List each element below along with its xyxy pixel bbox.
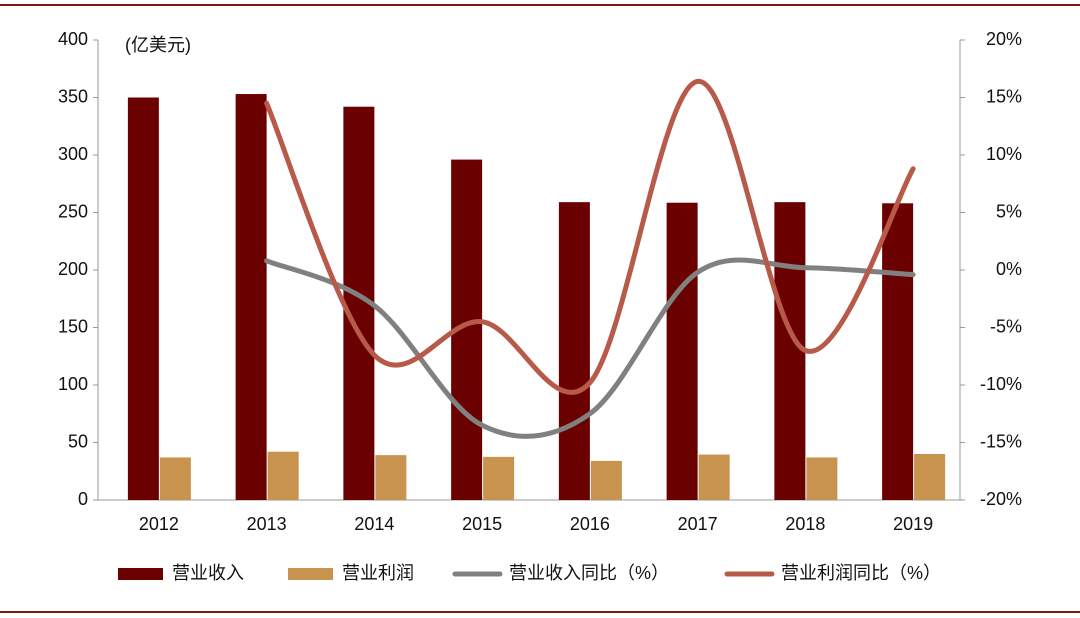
bar <box>914 454 946 500</box>
bar <box>558 202 590 500</box>
x-tick-label: 2013 <box>247 514 287 534</box>
y2-tick-label: -20% <box>980 489 1022 509</box>
bar <box>235 94 267 501</box>
x-tick-label: 2012 <box>139 514 179 534</box>
legend-swatch <box>118 568 163 580</box>
x-tick-label: 2019 <box>893 514 933 534</box>
bar <box>267 451 299 500</box>
y-tick-label: 150 <box>58 316 88 336</box>
y2-tick-label: 5% <box>996 201 1022 221</box>
bar <box>774 202 806 500</box>
x-tick-label: 2018 <box>785 514 825 534</box>
bar <box>806 457 838 500</box>
legend-label: 营业利润 <box>342 563 414 583</box>
y-tick-label: 0 <box>78 489 88 509</box>
y-tick-label: 100 <box>58 374 88 394</box>
bar <box>483 456 515 500</box>
bar <box>127 97 159 500</box>
y2-tick-label: 20% <box>986 29 1022 49</box>
y-tick-label: 200 <box>58 259 88 279</box>
bar <box>375 455 407 500</box>
legend-label: 营业利润同比（%） <box>781 563 941 583</box>
y-axis-label: (亿美元) <box>125 35 191 55</box>
y2-tick-label: -15% <box>980 431 1022 451</box>
x-tick-label: 2014 <box>354 514 394 534</box>
legend-label: 营业收入同比（%） <box>509 563 669 583</box>
y2-tick-label: -10% <box>980 374 1022 394</box>
bar <box>159 457 191 500</box>
legend-swatch <box>288 568 333 580</box>
y2-tick-label: 15% <box>986 86 1022 106</box>
bar <box>882 203 914 501</box>
line-series <box>264 257 916 439</box>
y2-tick-label: 10% <box>986 144 1022 164</box>
y-tick-label: 50 <box>68 431 88 451</box>
x-tick-label: 2017 <box>678 514 718 534</box>
y2-tick-label: -5% <box>990 316 1022 336</box>
x-tick-label: 2016 <box>570 514 610 534</box>
bar <box>590 460 622 500</box>
line-series <box>264 78 916 395</box>
legend-label: 营业收入 <box>172 563 244 583</box>
y-tick-label: 400 <box>58 29 88 49</box>
y-tick-label: 250 <box>58 201 88 221</box>
x-tick-label: 2015 <box>462 514 502 534</box>
y2-tick-label: 0% <box>996 259 1022 279</box>
bar <box>666 202 698 500</box>
bar <box>698 454 730 500</box>
y-tick-label: 300 <box>58 144 88 164</box>
y-tick-label: 350 <box>58 86 88 106</box>
